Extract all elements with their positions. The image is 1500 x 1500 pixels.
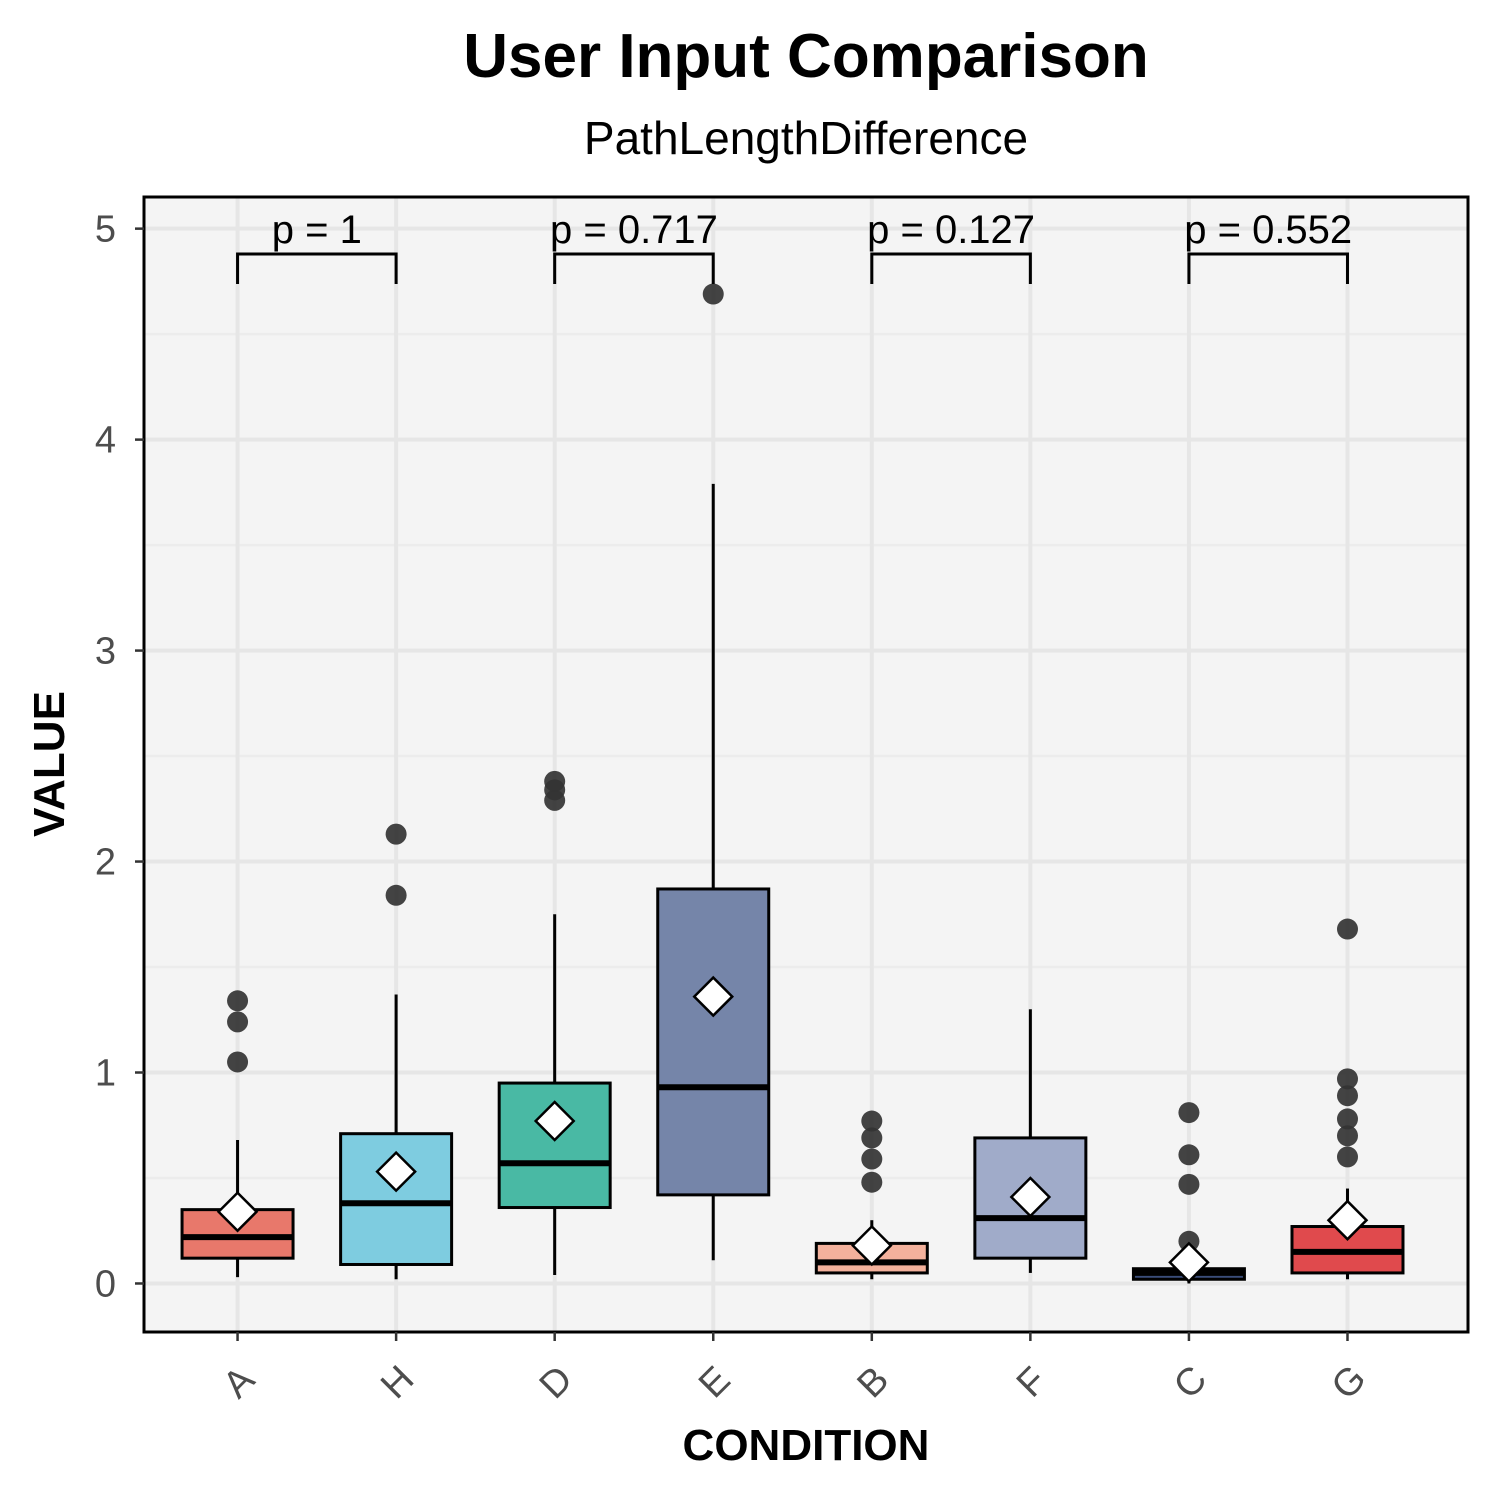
bracket-line [553,252,715,284]
outlier-point [227,1011,249,1033]
comparison-bracket: p = 0.127 [867,208,1035,284]
outlier-point [1178,1102,1200,1124]
outlier-point [385,823,407,845]
x-tick-label: G [1324,1357,1375,1408]
y-axis: 0 1 2 3 4 5 [95,209,144,1305]
x-tick-label: B [850,1359,898,1407]
x-tick-label: H [373,1358,422,1407]
outlier-point [702,283,724,305]
x-tick-label: A [215,1358,263,1406]
box-d [497,770,612,1276]
x-tick-label: E [691,1359,739,1407]
outlier-point [1336,1085,1358,1107]
chart-subtitle: PathLengthDifference [584,112,1028,164]
outlier-point [861,1110,883,1132]
mean-marker [1168,1241,1210,1284]
x-axis-title: CONDITION [683,1421,930,1470]
comparison-bracket: p = 0.717 [550,208,718,284]
outlier-point [385,884,407,906]
y-tick-label: 5 [95,209,116,251]
outlier-point [1336,1068,1358,1090]
box-b [814,1110,929,1280]
chart-title: User Input Comparison [463,22,1149,91]
y-tick-label: 1 [95,1053,116,1095]
outlier-point [1336,1146,1358,1168]
outlier-point [544,770,566,792]
box-iqr [656,887,771,1197]
box-a [180,990,295,1278]
outlier-point [1178,1173,1200,1195]
box-h [339,823,454,1280]
p-value-label: p = 0.127 [867,208,1035,252]
mean-marker [851,1224,893,1267]
mean-marker [692,975,735,1018]
outlier-point [1336,1108,1358,1130]
comparison-bracket: p = 1 [236,208,398,284]
outlier-point [227,1051,249,1073]
x-tick-label: C [1166,1358,1215,1407]
x-tick-label: F [1009,1360,1055,1406]
outlier-point [227,990,249,1012]
y-tick-label: 3 [95,631,116,673]
box-c [1131,1102,1246,1284]
box-g [1290,918,1405,1280]
mean-marker [375,1150,417,1193]
outlier-point [1178,1230,1200,1252]
outlier-point [1336,1125,1358,1147]
bracket-line [236,252,398,284]
y-axis-title: VALUE [25,691,74,837]
bracket-line [1187,252,1349,284]
comparison-bracket: p = 0.552 [1184,208,1352,284]
mean-marker [1326,1199,1369,1241]
outlier-point [861,1171,883,1193]
p-value-label: p = 0.552 [1184,208,1352,252]
outlier-point [861,1127,883,1149]
box-f [973,1009,1088,1273]
mean-marker [216,1190,259,1233]
y-tick-label: 4 [95,420,116,462]
mean-marker [533,1100,576,1142]
plot-border [142,195,1470,1334]
bracket-line [870,252,1032,284]
box-e [656,283,771,1261]
box-series [180,283,1405,1284]
p-value-label: p = 0.717 [550,208,718,252]
outlier-point [861,1148,883,1170]
mean-marker [1009,1176,1052,1218]
p-value-label: p = 1 [272,208,362,252]
significance-brackets: p = 1 p = 0.717 p = 0.127 p = 0.552 [236,208,1352,284]
outlier-point [1336,918,1358,940]
outlier-point [1178,1144,1200,1166]
y-tick-label: 0 [95,1263,116,1305]
y-tick-label: 2 [95,842,116,884]
x-tick-label: D [532,1358,581,1407]
